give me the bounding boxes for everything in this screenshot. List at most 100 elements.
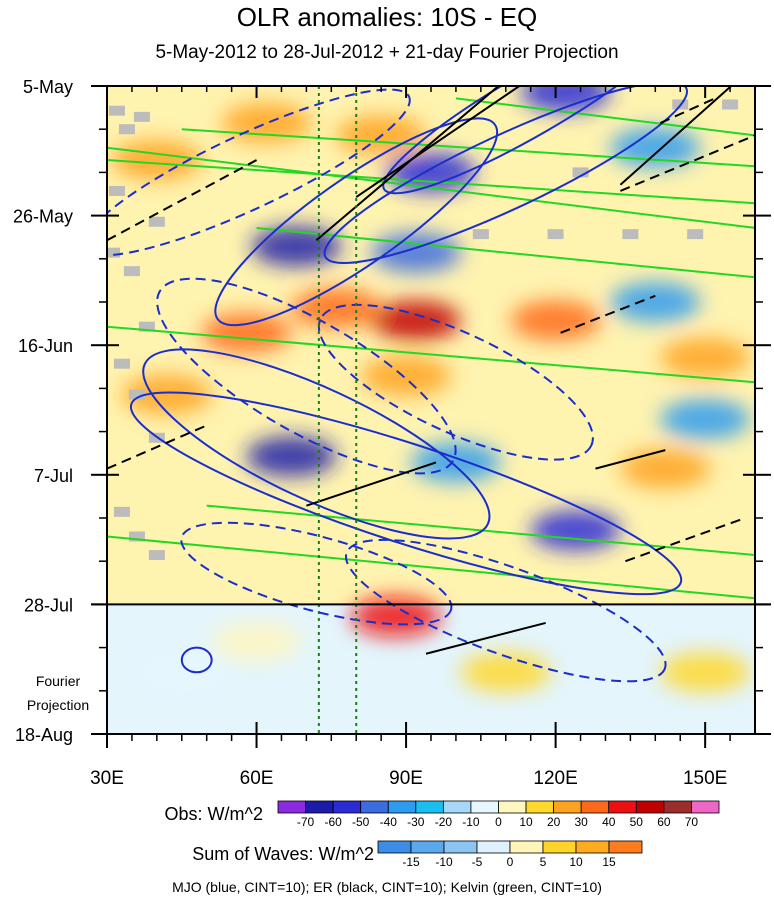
plot-area [107, 86, 755, 734]
waves-colorbar-swatch [476, 840, 511, 854]
missing-box [133, 111, 150, 122]
mjo-contour [180, 521, 453, 626]
obs-colorbar-swatch [470, 800, 499, 814]
missing-box [128, 531, 145, 542]
obs-colorbar-tick-label: 50 [630, 815, 644, 829]
x-tick-label: 120E [533, 768, 577, 789]
waves-colorbar-swatch [509, 840, 544, 854]
chart-title: OLR anomalies: 10S - EQ [236, 2, 538, 32]
anomaly-blob [530, 510, 621, 551]
waves-colorbar-tick-label: 0 [507, 855, 514, 869]
missing-box [123, 266, 140, 277]
waves-colorbar-swatch [608, 840, 643, 854]
mjo-contour [142, 348, 491, 540]
anomaly-blob [351, 596, 442, 637]
kelvin-line [107, 146, 755, 229]
er-contour [107, 159, 258, 242]
obs-colorbar-tick-label: -40 [380, 815, 398, 829]
waves-colorbar-tick-label: -5 [472, 855, 483, 869]
obs-colorbar-swatch [498, 800, 527, 814]
waves-colorbar-tick-label: 15 [602, 855, 616, 869]
anomaly-blob [510, 300, 601, 341]
er-contour [560, 294, 656, 334]
waves-colorbar: Sum of Waves: W/m^2 -15 -10 -5 0 5 10 15 [192, 840, 643, 869]
er-contour [625, 517, 746, 563]
mjo-contour [344, 538, 667, 683]
waves-colorbar-swatch [377, 840, 412, 854]
kelvin-line [455, 97, 755, 137]
anomaly-blob [211, 621, 302, 662]
y-tick-label: 18-Aug [15, 725, 73, 745]
anomaly-blob [610, 282, 701, 322]
mjo-contour [323, 86, 688, 265]
missing-box [108, 185, 125, 196]
obs-colorbar-swatch [442, 800, 472, 814]
anomaly-blob [460, 652, 551, 693]
obs-colorbar-tick-label: -20 [435, 815, 453, 829]
waves-colorbar-swatch [542, 840, 577, 854]
missing-box [572, 167, 589, 178]
er-contour [595, 449, 666, 470]
obs-colorbar-swatch [635, 800, 665, 814]
colorbars: Obs: W/m^2 -70 -60 -50 -40 -30 -20 -10 0 10 20 30 40… [165, 800, 720, 869]
obs-colorbar-swatch [580, 800, 610, 814]
missing-box [108, 105, 125, 116]
er-contour [306, 461, 437, 507]
kelvin-line [107, 159, 755, 205]
mjo-contour [129, 391, 683, 596]
missing-box [128, 389, 145, 400]
x-tick-label: 60E [240, 768, 274, 789]
missing-box [547, 229, 564, 240]
er-contour [107, 424, 208, 470]
waves-colorbar-swatch [410, 840, 445, 854]
y-tick-label: 28-Jul [24, 595, 73, 615]
missing-box [148, 216, 165, 227]
obs-colorbar-swatch [277, 800, 306, 814]
obs-colorbar-tick-label: -50 [352, 815, 370, 829]
anomaly-blob [201, 312, 292, 353]
waves-colorbar-tick-label: 10 [569, 855, 583, 869]
er-contour [355, 86, 522, 198]
mjo-contour [317, 303, 594, 461]
x-tick-label: 150E [683, 768, 727, 789]
obs-colorbar-tick-label: 40 [602, 815, 616, 829]
obs-colorbar-tick-label: 0 [495, 815, 502, 829]
anomaly-blob [361, 356, 452, 397]
waves-colorbar-swatch [575, 840, 610, 854]
footer-note: MJO (blue, CINT=10); ER (black, CINT=10)… [172, 879, 602, 895]
er-contour [619, 86, 733, 186]
missing-box [113, 506, 130, 517]
x-tick-label: 30E [90, 768, 124, 789]
missing-box [107, 247, 120, 258]
anomaly-field [111, 86, 751, 693]
obs-colorbar-tick-label: 10 [519, 815, 533, 829]
waves-colorbar-title: Sum of Waves: W/m^2 [192, 844, 374, 864]
obs-colorbar-tick-label: -60 [324, 815, 342, 829]
projection-label-line2: Projection [27, 697, 89, 713]
kelvin-contours [107, 97, 755, 600]
obs-colorbar-title: Obs: W/m^2 [165, 804, 263, 824]
obs-colorbar-tick-label: 60 [657, 815, 671, 829]
anomaly-blob [246, 436, 337, 477]
mjo-contour [156, 277, 457, 475]
projection-label-line1: Fourier [36, 673, 81, 689]
y-tick-label: 26-May [13, 207, 73, 227]
chart-subtitle: 5-May-2012 to 28-Jul-2012 + 21-day Fouri… [155, 42, 619, 63]
axes: 5-May 26-May 16-Jun 7-Jul 28-Jul 18-Aug 30E 60E… [13, 77, 771, 789]
obs-colorbar-tick-label: -10 [462, 815, 480, 829]
anomaly-blob [660, 399, 751, 440]
obs-colorbar-swatch [387, 800, 417, 814]
mjo-contour [107, 88, 411, 257]
anomaly-blob [660, 337, 751, 378]
kelvin-line [107, 535, 755, 600]
missing-box [113, 358, 130, 369]
obs-colorbar-tick-label: 20 [547, 815, 561, 829]
obs-colorbar: Obs: W/m^2 -70 -60 -50 -40 -30 -20 -10 0 10 20 30 40… [165, 800, 720, 829]
obs-colorbar-swatch [608, 800, 637, 814]
waves-colorbar-swatch [443, 840, 478, 854]
er-contours [107, 86, 755, 655]
mjo-contours [107, 86, 688, 683]
missing-box [622, 229, 639, 240]
er-contour [659, 97, 716, 124]
kelvin-line [256, 226, 755, 279]
